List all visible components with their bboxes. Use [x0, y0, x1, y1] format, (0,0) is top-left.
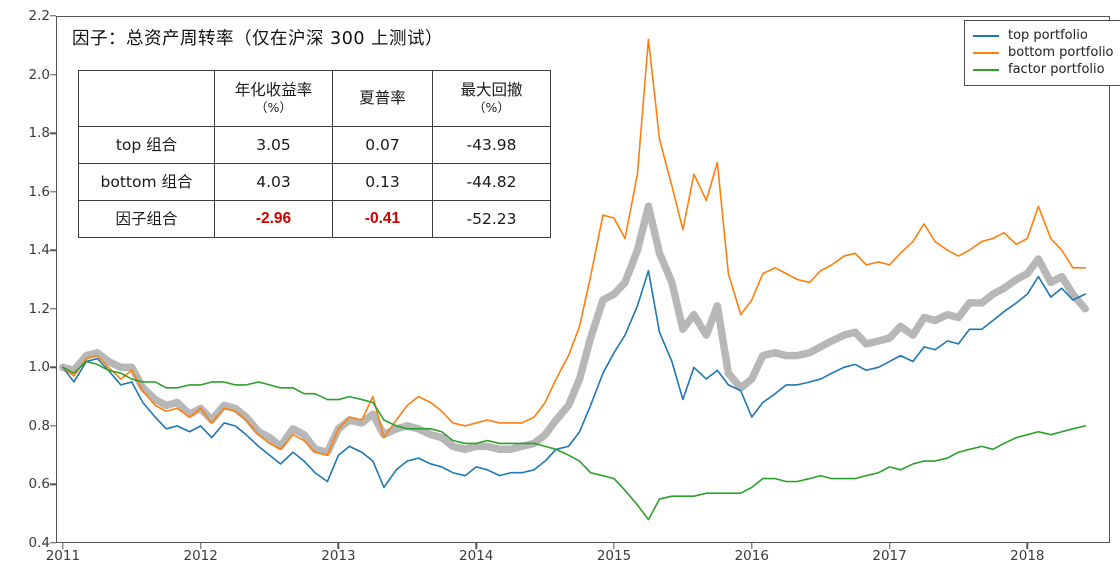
x-tick-mark — [613, 543, 615, 549]
x-tick-label: 2017 — [872, 548, 907, 564]
y-tick-mark — [50, 366, 56, 369]
x-tick-label: 2018 — [1010, 548, 1045, 564]
y-tick-label: 2.0 — [28, 66, 50, 83]
cell-max-drawdown: -44.82 — [432, 163, 551, 201]
legend-item[interactable]: factor portfolio — [973, 61, 1120, 78]
x-tick-label: 2016 — [734, 548, 769, 564]
stats-table-header-row: 年化收益率 （%） 夏普率 最大回撤 （%） — [78, 70, 551, 127]
series-line-benchmark — [59, 202, 1089, 456]
x-tick-mark — [475, 543, 477, 549]
x-tick-label: 2015 — [596, 548, 632, 564]
y-tick-label: 1.8 — [28, 125, 50, 142]
cell-annual-return-value: -2.96 — [255, 210, 292, 228]
x-tick-mark — [62, 543, 64, 549]
stats-table-corner-cell — [78, 70, 215, 127]
legend-line-swatch-icon — [973, 51, 999, 54]
cell-sharpe: -0.41 — [332, 200, 433, 238]
cell-row-label: 因子组合 — [78, 200, 215, 238]
y-tick-label: 1.6 — [28, 183, 50, 200]
legend: top portfolio bottom portfolio factor port… — [964, 20, 1120, 86]
stats-header-annual-return-unit: （%） — [255, 100, 292, 116]
x-tick-label: 2014 — [459, 548, 494, 564]
cell-sharpe: 0.07 — [332, 126, 433, 164]
x-tick-label: 2013 — [321, 548, 356, 564]
stats-header-annual-return: 年化收益率 （%） — [214, 70, 333, 127]
y-tick-mark — [50, 190, 56, 193]
stats-table-body: top 组合 3.05 0.07 -43.98 bottom 组合 4.03 0.13 -44… — [78, 126, 551, 238]
y-tick-mark — [50, 483, 56, 486]
x-tick-mark — [888, 543, 891, 549]
cell-annual-return: -2.96 — [214, 200, 333, 238]
y-tick-mark — [50, 542, 56, 544]
stats-header-annual-return-main: 年化收益率 — [234, 81, 313, 100]
cell-row-label: top 组合 — [78, 126, 215, 164]
series-line-top-portfolio — [62, 269, 1086, 489]
y-tick-mark — [50, 15, 56, 17]
y-tick-label: 2.2 — [28, 8, 50, 24]
legend-item-label: bottom portfolio — [1008, 45, 1114, 60]
y-tick-label: 0.4 — [28, 535, 50, 551]
y-tick-label: 0.8 — [28, 417, 50, 434]
page-title: 因子：总资产周转率（仅在沪深 300 上测试） — [72, 29, 444, 49]
stats-table-head: 年化收益率 （%） 夏普率 最大回撤 （%） — [78, 70, 551, 127]
cell-max-drawdown: -52.23 — [432, 200, 551, 238]
series-lines — [59, 38, 1089, 521]
y-tick-label: 1.4 — [28, 242, 50, 259]
legend-item[interactable]: top portfolio — [973, 27, 1120, 44]
y-tick-mark — [50, 308, 56, 310]
cell-annual-return: 4.03 — [214, 163, 333, 201]
stats-table: 年化收益率 （%） 夏普率 最大回撤 （%） top 组合 3.05 0.07 -43… — [78, 70, 551, 238]
x-tick-mark — [337, 543, 340, 549]
stats-header-max-drawdown: 最大回撤 （%） — [432, 70, 551, 127]
table-row: bottom 组合 4.03 0.13 -44.82 — [78, 163, 551, 201]
y-tick-mark — [50, 73, 56, 76]
legend-line-swatch-icon — [973, 34, 999, 37]
x-tick-label: 2012 — [183, 548, 218, 564]
cell-max-drawdown: -43.98 — [432, 126, 551, 164]
stats-header-max-drawdown-unit: （%） — [473, 100, 510, 116]
y-tick-label: 1.0 — [28, 359, 50, 376]
legend-item-label: top portfolio — [1008, 28, 1088, 43]
x-tick-mark — [1026, 543, 1029, 549]
y-tick-label: 1.2 — [28, 300, 50, 317]
stats-header-max-drawdown-main: 最大回撤 — [460, 81, 523, 100]
y-tick-mark — [50, 132, 56, 134]
series-line-factor-portfolio — [62, 360, 1086, 521]
y-tick-label: 0.6 — [28, 476, 50, 493]
cell-sharpe: 0.13 — [332, 163, 433, 201]
legend-item-label: factor portfolio — [1008, 62, 1105, 77]
series-line-bottom-portfolio — [62, 38, 1086, 456]
y-tick-mark — [50, 425, 56, 427]
cell-annual-return: 3.05 — [214, 126, 333, 164]
stats-header-sharpe-main: 夏普率 — [359, 89, 406, 108]
table-row: top 组合 3.05 0.07 -43.98 — [78, 126, 551, 164]
x-tick-mark — [199, 543, 202, 549]
plot-area-border — [56, 16, 1110, 543]
cell-sharpe-value: -0.41 — [364, 210, 401, 228]
x-tick-label: 2011 — [45, 548, 81, 564]
y-tick-mark — [50, 249, 56, 251]
x-tick-mark — [751, 543, 753, 549]
table-row: 因子组合 -2.96 -0.41 -52.23 — [78, 200, 551, 238]
legend-line-swatch-icon — [973, 68, 999, 71]
cell-row-label: bottom 组合 — [78, 163, 215, 201]
legend-item[interactable]: bottom portfolio — [973, 44, 1120, 61]
stats-header-sharpe: 夏普率 — [332, 70, 433, 127]
